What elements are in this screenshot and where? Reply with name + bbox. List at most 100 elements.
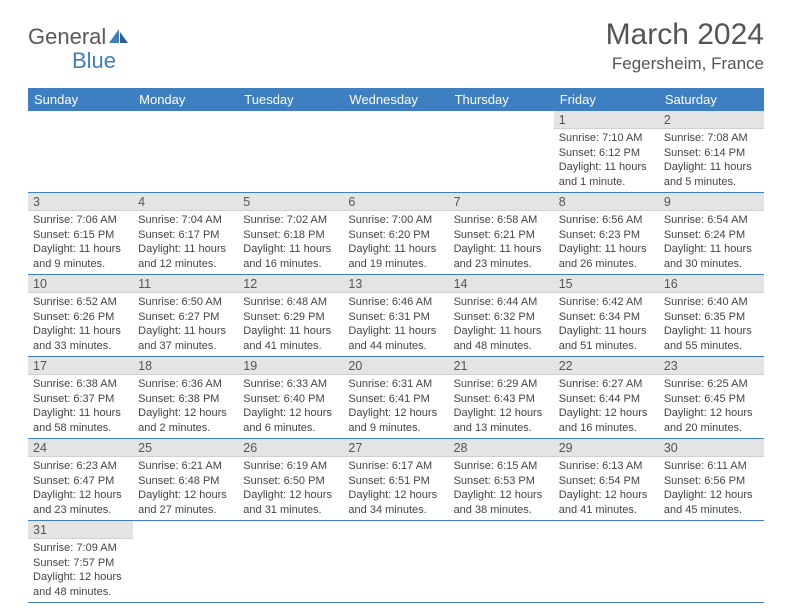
day-number: 17 [28, 357, 133, 375]
sunrise-text: Sunrise: 6:56 AM [559, 213, 654, 228]
calendar-cell [28, 111, 133, 193]
sunset-text: Sunset: 6:48 PM [138, 474, 233, 489]
daylight-text: Daylight: 11 hours and 41 minutes. [243, 324, 338, 353]
sunrise-text: Sunrise: 6:25 AM [664, 377, 759, 392]
sunset-text: Sunset: 6:53 PM [454, 474, 549, 489]
day-number: 10 [28, 275, 133, 293]
sunrise-text: Sunrise: 6:58 AM [454, 213, 549, 228]
sunset-text: Sunset: 7:57 PM [33, 556, 128, 571]
calendar-cell: 7Sunrise: 6:58 AMSunset: 6:21 PMDaylight… [449, 193, 554, 275]
sunset-text: Sunset: 6:56 PM [664, 474, 759, 489]
weekday-header-row: SundayMondayTuesdayWednesdayThursdayFrid… [28, 88, 764, 111]
sunrise-text: Sunrise: 6:11 AM [664, 459, 759, 474]
sunrise-text: Sunrise: 6:19 AM [243, 459, 338, 474]
daylight-text: Daylight: 11 hours and 30 minutes. [664, 242, 759, 271]
calendar-cell: 13Sunrise: 6:46 AMSunset: 6:31 PMDayligh… [343, 275, 448, 357]
daylight-text: Daylight: 11 hours and 51 minutes. [559, 324, 654, 353]
day-number: 23 [659, 357, 764, 375]
day-body: Sunrise: 6:25 AMSunset: 6:45 PMDaylight:… [659, 375, 764, 438]
sunset-text: Sunset: 6:17 PM [138, 228, 233, 243]
calendar-cell [133, 521, 238, 603]
daylight-text: Daylight: 12 hours and 20 minutes. [664, 406, 759, 435]
day-body: Sunrise: 6:11 AMSunset: 6:56 PMDaylight:… [659, 457, 764, 520]
sunset-text: Sunset: 6:14 PM [664, 146, 759, 161]
daylight-text: Daylight: 11 hours and 58 minutes. [33, 406, 128, 435]
day-number: 19 [238, 357, 343, 375]
sunset-text: Sunset: 6:12 PM [559, 146, 654, 161]
calendar-cell: 17Sunrise: 6:38 AMSunset: 6:37 PMDayligh… [28, 357, 133, 439]
daylight-text: Daylight: 12 hours and 27 minutes. [138, 488, 233, 517]
weekday-header: Tuesday [238, 88, 343, 111]
day-body: Sunrise: 6:13 AMSunset: 6:54 PMDaylight:… [554, 457, 659, 520]
day-body: Sunrise: 7:08 AMSunset: 6:14 PMDaylight:… [659, 129, 764, 192]
calendar-cell: 12Sunrise: 6:48 AMSunset: 6:29 PMDayligh… [238, 275, 343, 357]
calendar-cell: 15Sunrise: 6:42 AMSunset: 6:34 PMDayligh… [554, 275, 659, 357]
sunrise-text: Sunrise: 7:10 AM [559, 131, 654, 146]
sunrise-text: Sunrise: 6:50 AM [138, 295, 233, 310]
calendar-cell [343, 111, 448, 193]
weekday-header: Friday [554, 88, 659, 111]
calendar-cell [238, 111, 343, 193]
day-number: 16 [659, 275, 764, 293]
day-body: Sunrise: 6:50 AMSunset: 6:27 PMDaylight:… [133, 293, 238, 356]
calendar-cell [449, 521, 554, 603]
day-body: Sunrise: 6:23 AMSunset: 6:47 PMDaylight:… [28, 457, 133, 520]
day-number: 20 [343, 357, 448, 375]
sunset-text: Sunset: 6:15 PM [33, 228, 128, 243]
calendar-cell: 11Sunrise: 6:50 AMSunset: 6:27 PMDayligh… [133, 275, 238, 357]
day-body: Sunrise: 6:29 AMSunset: 6:43 PMDaylight:… [449, 375, 554, 438]
sunset-text: Sunset: 6:35 PM [664, 310, 759, 325]
calendar-cell: 30Sunrise: 6:11 AMSunset: 6:56 PMDayligh… [659, 439, 764, 521]
calendar-cell: 20Sunrise: 6:31 AMSunset: 6:41 PMDayligh… [343, 357, 448, 439]
calendar-cell: 18Sunrise: 6:36 AMSunset: 6:38 PMDayligh… [133, 357, 238, 439]
day-body: Sunrise: 6:58 AMSunset: 6:21 PMDaylight:… [449, 211, 554, 274]
sunset-text: Sunset: 6:38 PM [138, 392, 233, 407]
day-number: 30 [659, 439, 764, 457]
sunset-text: Sunset: 6:41 PM [348, 392, 443, 407]
daylight-text: Daylight: 11 hours and 12 minutes. [138, 242, 233, 271]
sunrise-text: Sunrise: 6:52 AM [33, 295, 128, 310]
daylight-text: Daylight: 12 hours and 31 minutes. [243, 488, 338, 517]
day-body: Sunrise: 6:48 AMSunset: 6:29 PMDaylight:… [238, 293, 343, 356]
day-body: Sunrise: 6:40 AMSunset: 6:35 PMDaylight:… [659, 293, 764, 356]
daylight-text: Daylight: 11 hours and 26 minutes. [559, 242, 654, 271]
sunrise-text: Sunrise: 7:09 AM [33, 541, 128, 556]
sunset-text: Sunset: 6:20 PM [348, 228, 443, 243]
sunrise-text: Sunrise: 6:15 AM [454, 459, 549, 474]
sunset-text: Sunset: 6:51 PM [348, 474, 443, 489]
day-number: 9 [659, 193, 764, 211]
calendar-row: 3Sunrise: 7:06 AMSunset: 6:15 PMDaylight… [28, 193, 764, 275]
sunrise-text: Sunrise: 6:17 AM [348, 459, 443, 474]
day-body: Sunrise: 7:00 AMSunset: 6:20 PMDaylight:… [343, 211, 448, 274]
calendar-cell: 23Sunrise: 6:25 AMSunset: 6:45 PMDayligh… [659, 357, 764, 439]
calendar-row: 1Sunrise: 7:10 AMSunset: 6:12 PMDaylight… [28, 111, 764, 193]
sunset-text: Sunset: 6:32 PM [454, 310, 549, 325]
calendar-cell [659, 521, 764, 603]
sunrise-text: Sunrise: 6:44 AM [454, 295, 549, 310]
daylight-text: Daylight: 11 hours and 23 minutes. [454, 242, 549, 271]
calendar-cell: 19Sunrise: 6:33 AMSunset: 6:40 PMDayligh… [238, 357, 343, 439]
daylight-text: Daylight: 11 hours and 48 minutes. [454, 324, 549, 353]
sunrise-text: Sunrise: 7:04 AM [138, 213, 233, 228]
day-body: Sunrise: 6:38 AMSunset: 6:37 PMDaylight:… [28, 375, 133, 438]
sunrise-text: Sunrise: 7:00 AM [348, 213, 443, 228]
daylight-text: Daylight: 11 hours and 9 minutes. [33, 242, 128, 271]
daylight-text: Daylight: 11 hours and 37 minutes. [138, 324, 233, 353]
calendar-table: SundayMondayTuesdayWednesdayThursdayFrid… [28, 88, 764, 603]
day-body: Sunrise: 6:46 AMSunset: 6:31 PMDaylight:… [343, 293, 448, 356]
daylight-text: Daylight: 12 hours and 6 minutes. [243, 406, 338, 435]
calendar-cell [449, 111, 554, 193]
day-number: 6 [343, 193, 448, 211]
day-body: Sunrise: 6:44 AMSunset: 6:32 PMDaylight:… [449, 293, 554, 356]
calendar-cell: 5Sunrise: 7:02 AMSunset: 6:18 PMDaylight… [238, 193, 343, 275]
day-body: Sunrise: 7:10 AMSunset: 6:12 PMDaylight:… [554, 129, 659, 192]
daylight-text: Daylight: 11 hours and 44 minutes. [348, 324, 443, 353]
weekday-header: Monday [133, 88, 238, 111]
day-body: Sunrise: 6:21 AMSunset: 6:48 PMDaylight:… [133, 457, 238, 520]
sunset-text: Sunset: 6:27 PM [138, 310, 233, 325]
title-block: March 2024 Fegersheim, France [606, 18, 764, 74]
sunrise-text: Sunrise: 6:38 AM [33, 377, 128, 392]
calendar-row: 10Sunrise: 6:52 AMSunset: 6:26 PMDayligh… [28, 275, 764, 357]
calendar-cell: 2Sunrise: 7:08 AMSunset: 6:14 PMDaylight… [659, 111, 764, 193]
day-number: 11 [133, 275, 238, 293]
